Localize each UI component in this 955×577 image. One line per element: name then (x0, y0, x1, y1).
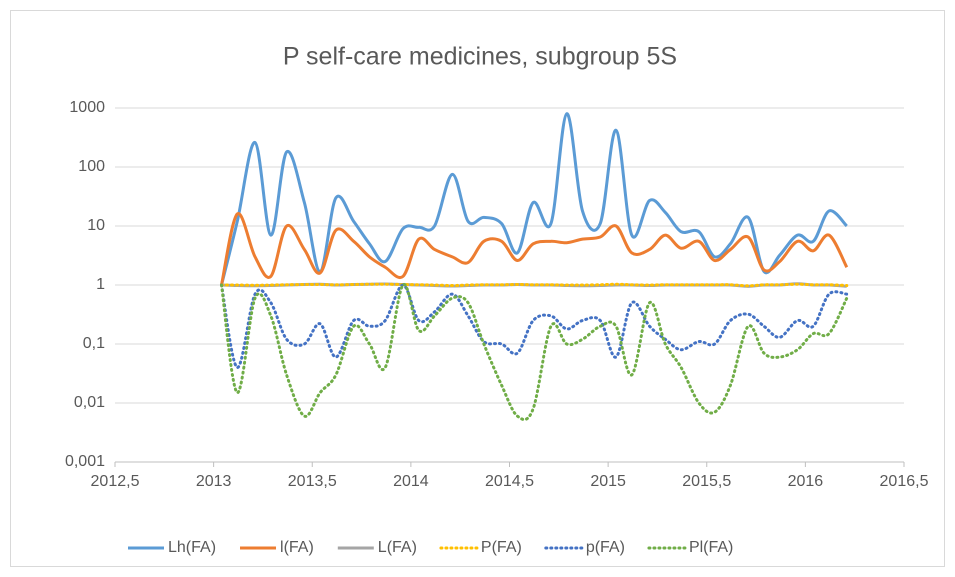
chart-title: P self-care medicines, subgroup 5S (283, 43, 677, 71)
y-tick-label: 0,01 (74, 394, 105, 411)
series-line (220, 283, 849, 369)
x-tick-label: 2016 (788, 473, 824, 490)
x-tick-label: 2016,5 (880, 473, 929, 490)
x-tick-label: 2013 (196, 473, 232, 490)
x-tick-label: 2013,5 (288, 473, 337, 490)
legend-label: P(FA) (481, 539, 522, 556)
x-tick-label: 2015 (590, 473, 626, 490)
chart-border (10, 10, 945, 567)
x-tick-label: 2012,5 (91, 473, 140, 490)
legend-label: p(FA) (586, 539, 625, 556)
series-line (220, 212, 849, 286)
legend-label: Lh(FA) (168, 539, 216, 556)
series-line (220, 112, 848, 286)
y-tick-label: 0,1 (83, 335, 105, 352)
series-line (220, 282, 849, 288)
x-tick-label: 2014,5 (485, 473, 534, 490)
y-tick-label: 100 (78, 158, 105, 175)
y-tick-label: 0,001 (65, 453, 105, 470)
y-tick-label: 1 (96, 276, 105, 293)
x-tick-label: 2015,5 (682, 473, 731, 490)
x-tick-label: 2014 (393, 473, 429, 490)
series-line (220, 283, 849, 421)
legend-label: l(FA) (280, 539, 314, 556)
legend-label: Pl(FA) (689, 539, 733, 556)
y-tick-label: 10 (87, 217, 105, 234)
legend-label: L(FA) (378, 539, 417, 556)
y-tick-label: 1000 (69, 99, 105, 116)
